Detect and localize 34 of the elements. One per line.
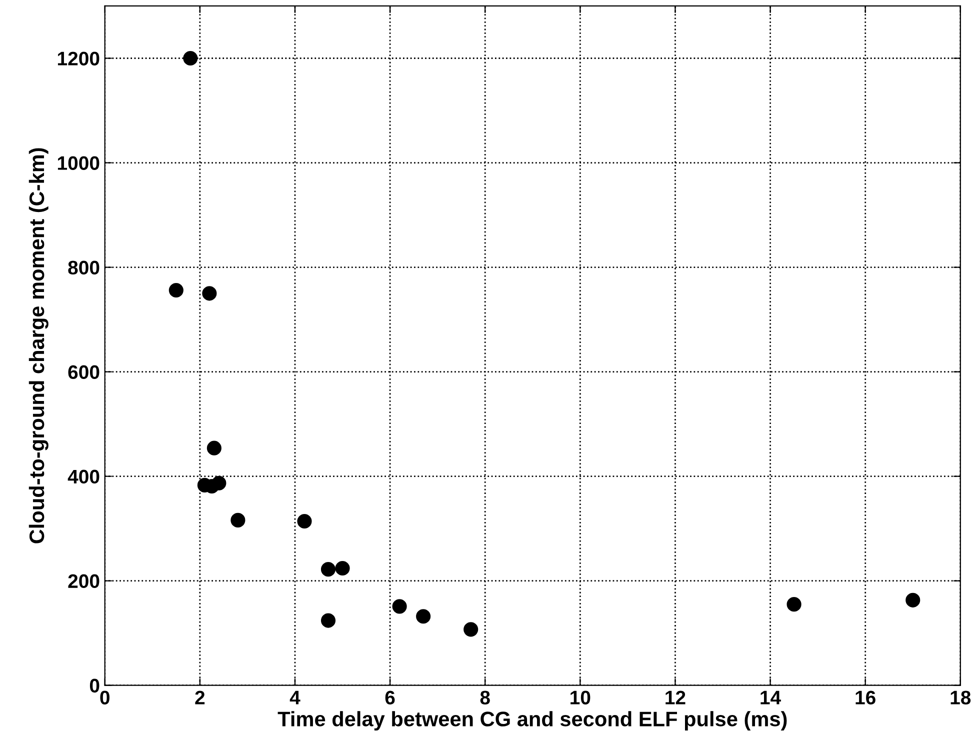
- point: [212, 476, 226, 490]
- y-tick-label: 0: [90, 678, 100, 693]
- point: [464, 622, 478, 637]
- x-tick-label: 12: [666, 690, 686, 704]
- point: [335, 560, 350, 576]
- point: [906, 592, 920, 608]
- x-tick-label: 10: [570, 690, 590, 704]
- point: [320, 613, 336, 628]
- x-tick-label: 0: [100, 690, 110, 704]
- x-tick-label: 8: [480, 690, 490, 704]
- point: [320, 562, 336, 577]
- point: [392, 599, 407, 614]
- x-axis-title: Time delay between CG and second ELF pulse (ms): [278, 711, 787, 731]
- y-axis-title: Cloud-to-ground charge moment (C-km): [28, 148, 48, 544]
- y-tick-label: 800: [68, 260, 100, 275]
- x-tick-label: 14: [760, 690, 781, 704]
- point: [786, 597, 802, 612]
- x-tick-label: 18: [950, 690, 971, 704]
- point: [297, 514, 312, 529]
- point: [168, 282, 184, 298]
- y-tick-label: 400: [68, 470, 100, 484]
- point: [206, 440, 222, 456]
- point: [230, 512, 246, 528]
- y-tick-label: 200: [68, 574, 100, 588]
- point: [416, 609, 431, 624]
- x-tick-label: 6: [385, 690, 395, 704]
- x-tick-label: 2: [195, 690, 205, 704]
- y-tick-label: 1200: [58, 52, 100, 66]
- point: [202, 286, 217, 301]
- x-tick-label: 16: [856, 690, 876, 704]
- y-tick-label: 1000: [58, 156, 100, 170]
- point: [183, 50, 198, 66]
- x-tick-label: 4: [290, 690, 300, 704]
- y-tick-label: 600: [68, 365, 100, 380]
